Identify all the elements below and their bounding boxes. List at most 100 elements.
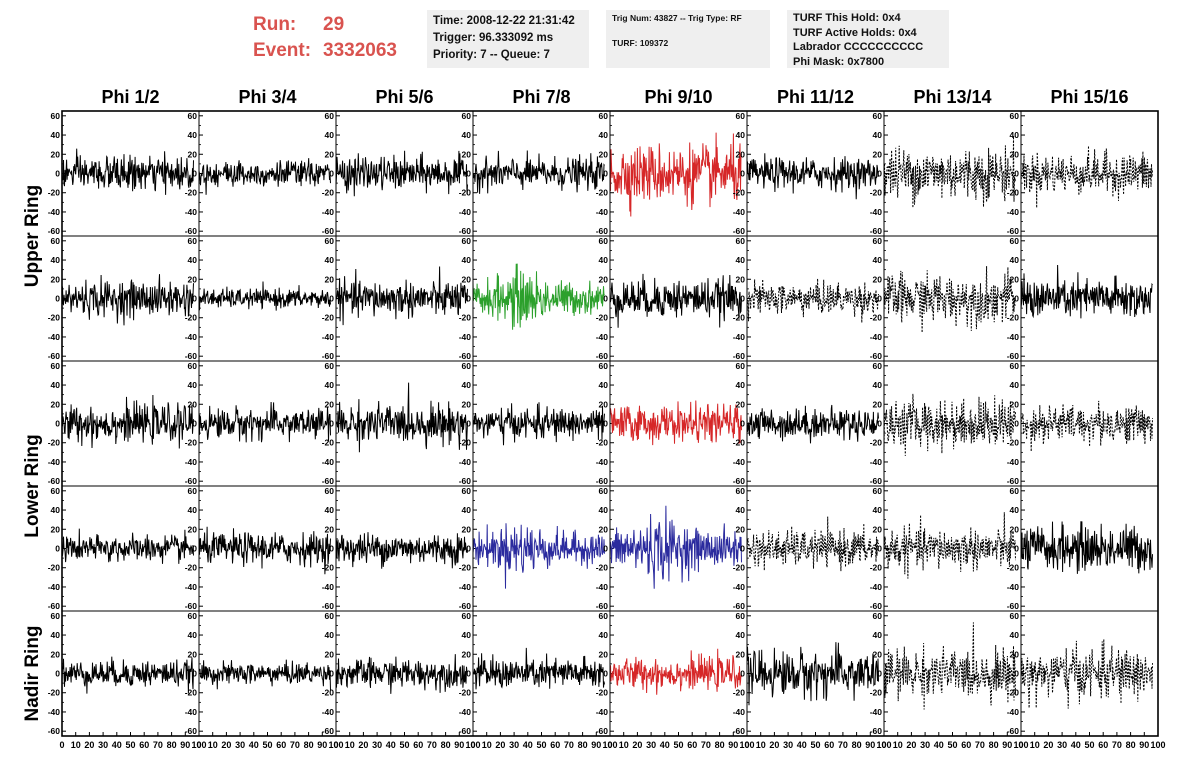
y-tick-label: -40 xyxy=(870,457,883,467)
y-tick-label: -20 xyxy=(322,313,335,323)
y-tick-label: -20 xyxy=(322,688,335,698)
waveform-trace xyxy=(472,647,605,690)
time-info-box: Time: 2008-12-22 21:31:42 Trigger: 96.33… xyxy=(427,10,589,68)
y-tick-label: 20 xyxy=(599,149,609,159)
x-tick-label: 70 xyxy=(290,740,300,750)
y-tick-label: 0 xyxy=(877,669,882,679)
waveform-panel: -60 -40 -20 0 20 40 60 xyxy=(322,235,474,362)
x-tick-label: 0 xyxy=(881,740,886,750)
y-tick-label: -60 xyxy=(596,351,609,361)
y-tick-label: 20 xyxy=(599,274,609,284)
waveform-panel: -60 -40 -20 0 20 40 60 xyxy=(733,485,885,612)
waveform-panel: -60 -40 -20 0 20 40 60 xyxy=(185,485,337,612)
x-tick-label: 90 xyxy=(865,740,875,750)
y-tick-label: 20 xyxy=(1010,649,1020,659)
x-tick-label: 100 xyxy=(191,740,206,750)
y-tick-label: 40 xyxy=(1010,505,1020,515)
y-tick-label: 40 xyxy=(599,505,609,515)
y-tick-label: 60 xyxy=(736,361,746,371)
x-tick-label: 0 xyxy=(470,740,475,750)
trig-line: Trig Num: 43827 -- Trig Type: RF xyxy=(612,13,742,23)
waveform-trace xyxy=(61,656,194,694)
x-tick-label: 20 xyxy=(84,740,94,750)
waveform-trace xyxy=(1020,264,1153,319)
y-tick-label: 60 xyxy=(873,236,883,246)
x-tick-label: 80 xyxy=(304,740,314,750)
y-tick-label: -60 xyxy=(1007,476,1020,486)
y-tick-label: -40 xyxy=(185,207,198,217)
y-tick-label: -60 xyxy=(48,351,61,361)
y-tick-label: -20 xyxy=(596,563,609,573)
trigger-line: Trigger: 96.333092 ms xyxy=(433,32,554,44)
x-tick-label: 90 xyxy=(180,740,190,750)
x-tick-label: 50 xyxy=(673,740,683,750)
waveform-panel: -60 -40 -20 0 20 40 60 xyxy=(870,610,1022,737)
y-tick-label: 40 xyxy=(462,255,472,265)
y-tick-label: 0 xyxy=(877,169,882,179)
event-label: Event: xyxy=(253,40,312,61)
x-tick-label: 60 xyxy=(413,740,423,750)
waveform-trace xyxy=(335,150,468,197)
y-tick-label: 60 xyxy=(462,486,472,496)
panel-frame xyxy=(1020,360,1159,487)
y-tick-label: 60 xyxy=(188,111,198,121)
y-tick-label: 20 xyxy=(188,399,198,409)
y-tick-label: -20 xyxy=(596,688,609,698)
waveform-panel: -60 -40 -20 0 20 40 60 xyxy=(185,610,337,737)
y-tick-label: 20 xyxy=(325,149,335,159)
y-tick-label: 0 xyxy=(192,669,197,679)
y-tick-label: 20 xyxy=(1010,149,1020,159)
y-tick-label: -20 xyxy=(596,188,609,198)
y-tick-label: 60 xyxy=(873,111,883,121)
y-tick-label: -20 xyxy=(185,313,198,323)
y-tick-label: -40 xyxy=(48,707,61,717)
waveform-trace xyxy=(610,273,742,328)
y-tick-label: -60 xyxy=(322,226,335,236)
y-tick-label: 0 xyxy=(603,419,608,429)
x-tick-label: 60 xyxy=(139,740,149,750)
waveform-trace xyxy=(609,132,742,217)
y-tick-label: -20 xyxy=(48,688,61,698)
x-tick-label: 30 xyxy=(98,740,108,750)
x-tick-label: 20 xyxy=(358,740,368,750)
x-tick-label: 80 xyxy=(578,740,588,750)
y-tick-label: 40 xyxy=(325,630,335,640)
phi-column-header: Phi 15/16 xyxy=(1050,87,1128,107)
waveform-trace xyxy=(335,532,468,569)
waveform-trace xyxy=(472,402,605,446)
y-tick-label: 40 xyxy=(462,630,472,640)
waveform-trace xyxy=(61,394,194,449)
waveform-panel: -60 -40 -20 0 20 40 60 xyxy=(733,235,885,362)
y-tick-label: 0 xyxy=(329,669,334,679)
y-tick-label: -40 xyxy=(733,707,746,717)
y-tick-label: 40 xyxy=(51,130,61,140)
y-tick-label: 0 xyxy=(603,544,608,554)
turf-hold-line: TURF This Hold: 0x4 xyxy=(793,12,901,24)
y-tick-label: -60 xyxy=(48,601,61,611)
y-tick-label: -20 xyxy=(322,188,335,198)
y-tick-label: -60 xyxy=(733,476,746,486)
y-tick-label: 60 xyxy=(1010,236,1020,246)
x-tick-label: 20 xyxy=(1043,740,1053,750)
y-tick-label: -60 xyxy=(322,726,335,736)
y-tick-label: -60 xyxy=(185,601,198,611)
waveform-trace xyxy=(472,150,605,194)
y-tick-label: -20 xyxy=(733,563,746,573)
waveform-panel: -60 -40 -20 0 20 40 60 xyxy=(322,360,474,487)
waveform-trace xyxy=(198,281,331,311)
x-tick-label: 80 xyxy=(715,740,725,750)
x-tick-label: 70 xyxy=(701,740,711,750)
x-tick-label: 10 xyxy=(893,740,903,750)
x-tick-label: 40 xyxy=(934,740,944,750)
waveform-trace xyxy=(746,642,879,706)
y-tick-label: 0 xyxy=(466,169,471,179)
x-tick-label: 70 xyxy=(838,740,848,750)
event-row: Event: 3332063 xyxy=(253,38,423,64)
turf-line: TURF: 109372 xyxy=(612,38,669,48)
x-tick-label: 80 xyxy=(989,740,999,750)
waveform-trace xyxy=(883,266,1016,333)
x-tick-label: 40 xyxy=(386,740,396,750)
x-tick-label: 100 xyxy=(1150,740,1165,750)
y-tick-label: 60 xyxy=(599,486,609,496)
x-tick-label: 10 xyxy=(482,740,492,750)
